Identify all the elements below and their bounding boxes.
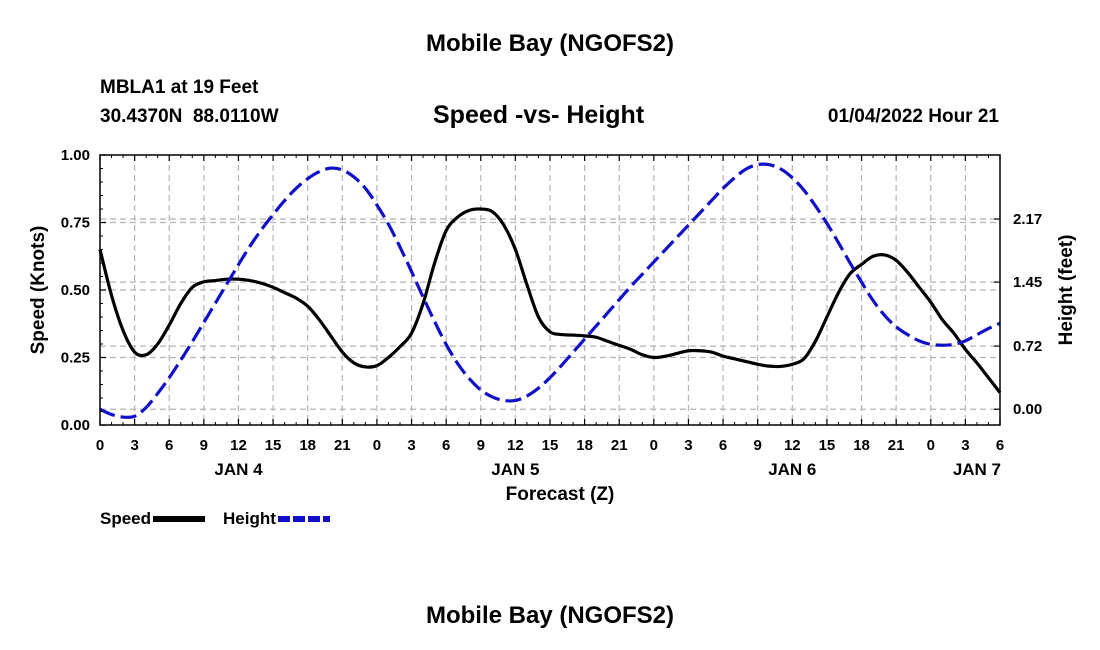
day-label: JAN 6 — [768, 460, 816, 479]
y-tick-label-left: 1.00 — [61, 147, 90, 164]
x-tick-label: 9 — [477, 437, 485, 454]
legend-speed-label: Speed — [100, 509, 152, 528]
x-tick-label: 6 — [996, 437, 1004, 454]
y-tick-label-right: 0.72 — [1013, 338, 1042, 355]
x-tick-label: 12 — [784, 437, 801, 454]
y-tick-label-left: 0.75 — [61, 215, 90, 232]
chart-title: Speed -vs- Height — [433, 101, 645, 129]
x-tick-label: 6 — [165, 437, 173, 454]
y-tick-label-right: 2.17 — [1013, 211, 1042, 228]
legend-height-swatch — [277, 516, 330, 522]
x-tick-label: 6 — [442, 437, 450, 454]
series-layer — [98, 162, 1002, 419]
station-name: MBLA1 at 19 Feet — [100, 77, 259, 98]
x-tick-label: 0 — [373, 437, 381, 454]
y-tick-label-right: 0.00 — [1013, 401, 1042, 418]
page-title: Mobile Bay (NGOFS2) — [425, 30, 675, 57]
station-coordinates: 30.4370N 88.0110W — [100, 106, 279, 127]
grid — [100, 155, 1000, 425]
x-tick-label: 9 — [754, 437, 762, 454]
y-axis-label-right: Height (feet) — [1056, 235, 1077, 346]
legend: Speed Height — [100, 509, 330, 529]
day-label: JAN 7 — [953, 460, 1001, 479]
x-tick-label: 6 — [719, 437, 727, 454]
x-tick-label: 0 — [927, 437, 935, 454]
legend-height-label: Height — [223, 509, 276, 528]
y-tick-label-left: 0.50 — [61, 282, 90, 299]
x-tick-label: 18 — [576, 437, 593, 454]
x-tick-label: 0 — [650, 437, 658, 454]
x-tick-label: 21 — [334, 437, 351, 454]
x-tick-label: 15 — [542, 437, 559, 454]
footer-title: Mobile Bay (NGOFS2) — [425, 602, 675, 629]
x-tick-label: 0 — [96, 437, 104, 454]
forecast-timestamp: 01/04/2022 Hour 21 — [827, 106, 999, 127]
series-line-speed — [98, 207, 1002, 394]
x-tick-label: 3 — [961, 437, 969, 454]
y-tick-label-left: 0.25 — [61, 350, 90, 367]
x-tick-label: 12 — [507, 437, 524, 454]
y-tick-label-left: 0.00 — [61, 417, 90, 434]
x-tick-label: 3 — [684, 437, 692, 454]
day-label: JAN 4 — [214, 460, 263, 479]
x-tick-label: 9 — [200, 437, 208, 454]
x-tick-label: 18 — [299, 437, 316, 454]
axes: 0 3 6 9 12 15 18 21 0 3 6 9 12 15 18 21 0 3 6 9 12 15 18 21 0 3 6 J… — [61, 147, 1042, 479]
series-line-height — [99, 162, 1001, 419]
x-tick-label: 15 — [819, 437, 836, 454]
x-tick-label: 3 — [130, 437, 138, 454]
x-tick-label: 21 — [888, 437, 905, 454]
day-label: JAN 5 — [491, 460, 539, 479]
x-tick-label: 18 — [853, 437, 870, 454]
x-tick-label: 12 — [230, 437, 247, 454]
y-axis-label-left: Speed (Knots) — [28, 226, 49, 355]
y-tick-label-right: 1.45 — [1013, 274, 1042, 291]
x-tick-label: 3 — [407, 437, 415, 454]
legend-speed-swatch — [153, 516, 206, 522]
x-tick-label: 21 — [611, 437, 628, 454]
x-axis-label: Forecast (Z) — [506, 484, 615, 505]
x-tick-label: 15 — [265, 437, 282, 454]
